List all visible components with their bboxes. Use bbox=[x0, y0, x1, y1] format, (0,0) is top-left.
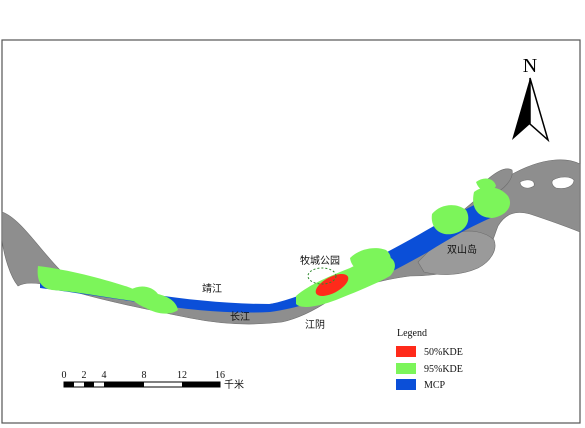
scale-unit: 千米 bbox=[224, 378, 244, 391]
scale-bar: 0 2 4 8 12 16 千米 bbox=[62, 370, 245, 391]
label-muchenggongyuan: 牧城公园 bbox=[300, 254, 340, 267]
legend-label-kde50: 50%KDE bbox=[424, 347, 463, 358]
legend-label-mcp: MCP bbox=[424, 380, 446, 391]
river-islands bbox=[519, 176, 575, 189]
legend-swatch-kde95 bbox=[396, 363, 416, 374]
label-shuangshandao: 双山岛 bbox=[447, 243, 477, 256]
scale-tick-4: 4 bbox=[102, 370, 107, 381]
svg-text:N: N bbox=[523, 55, 537, 77]
legend-swatch-mcp bbox=[396, 379, 416, 390]
legend-label-kde95: 95%KDE bbox=[424, 364, 463, 375]
label-changjiang: 长江 bbox=[230, 311, 250, 323]
kde50-polygon bbox=[315, 273, 349, 297]
label-jingjiang: 靖江 bbox=[202, 282, 222, 295]
scale-tick-2: 2 bbox=[82, 370, 87, 381]
north-arrow-icon: N bbox=[512, 55, 550, 143]
legend-swatch-kde50 bbox=[396, 346, 416, 357]
legend-title: Legend bbox=[397, 328, 427, 339]
legend: Legend 50%KDE 95%KDE MCP bbox=[396, 328, 463, 391]
scale-tick-12: 12 bbox=[177, 370, 187, 381]
park-outline bbox=[307, 267, 337, 285]
scale-tick-8: 8 bbox=[142, 370, 147, 381]
scale-tick-0: 0 bbox=[62, 370, 67, 381]
mcp-polygon bbox=[40, 196, 500, 313]
label-jiangyin: 江阴 bbox=[305, 319, 325, 331]
scale-tick-16: 16 bbox=[215, 370, 225, 381]
